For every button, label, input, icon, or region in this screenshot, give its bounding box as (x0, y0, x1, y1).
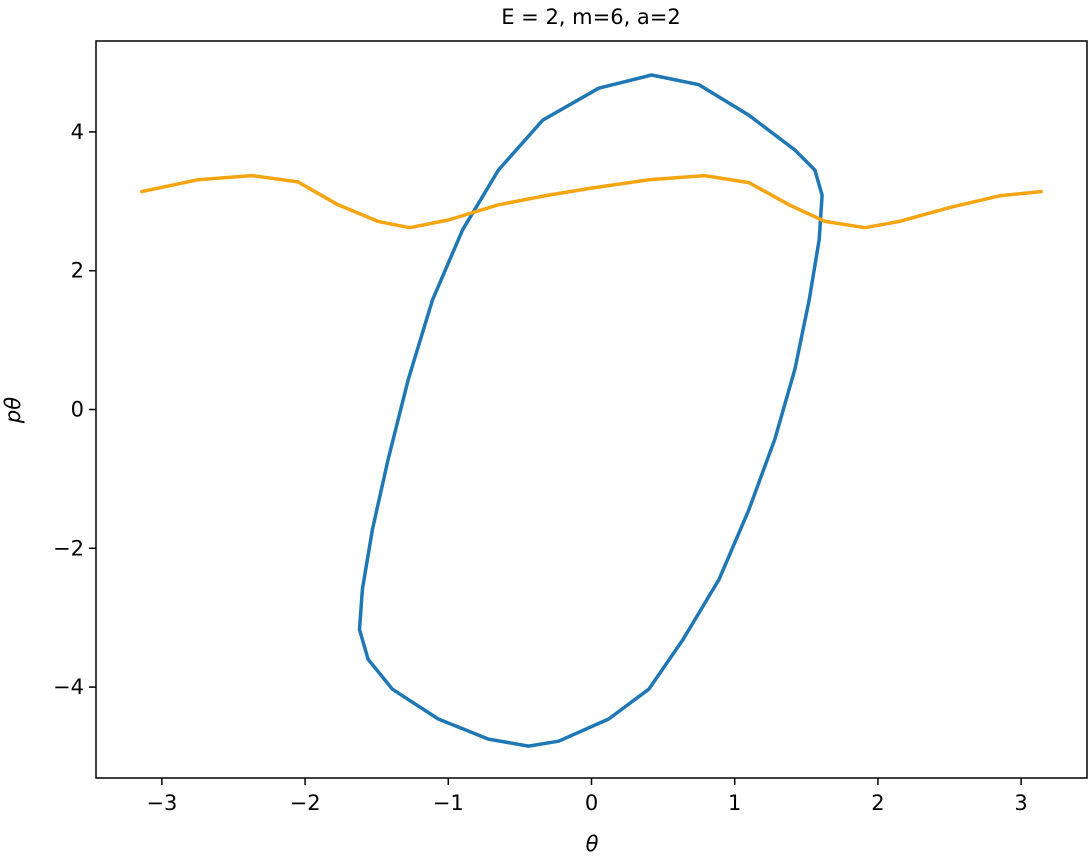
x-axis-label: θ (586, 832, 599, 856)
y-tick-label: 2 (71, 259, 84, 283)
line-series (357, 73, 824, 748)
x-tick-label: 1 (728, 791, 741, 815)
x-tick-label: −2 (290, 791, 321, 815)
plot-frame (95, 40, 1088, 779)
y-tick-label: −2 (53, 536, 84, 560)
x-tick-label: 3 (1014, 791, 1027, 815)
x-tick-label: −1 (433, 791, 464, 815)
line-series (140, 173, 1043, 230)
x-tick-label: −3 (146, 791, 177, 815)
x-tick-label: 0 (585, 791, 598, 815)
y-tick-label: 0 (71, 398, 84, 422)
y-axis-label: pθ (1, 397, 25, 424)
y-tick-label: −4 (53, 675, 84, 699)
chart-title: E = 2, m=6, a=2 (501, 5, 681, 29)
y-tick-label: 4 (71, 120, 84, 144)
x-tick-label: 2 (871, 791, 884, 815)
